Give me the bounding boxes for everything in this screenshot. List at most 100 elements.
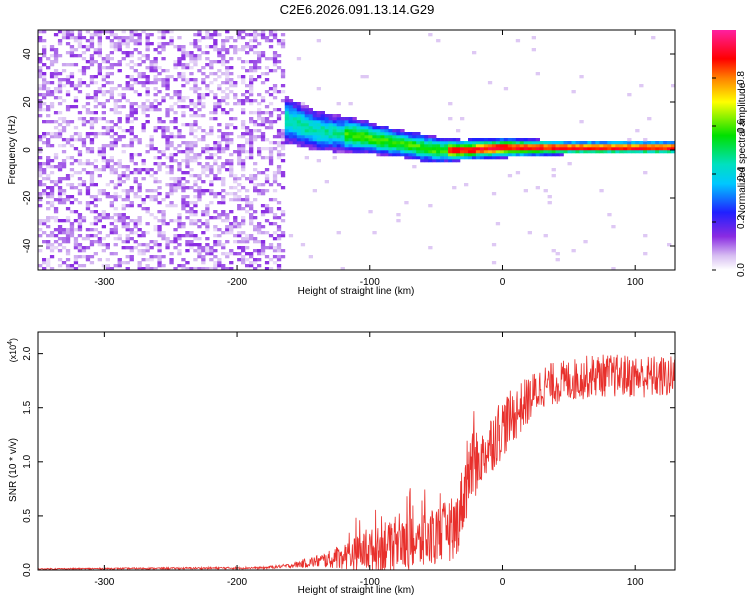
heatmap-cell — [42, 240, 47, 244]
heatmap-cell — [583, 150, 588, 154]
heatmap-cell — [276, 144, 282, 148]
heatmap-cell — [229, 162, 234, 166]
heatmap-cell — [189, 147, 194, 151]
heatmap-cell — [193, 135, 198, 139]
heatmap-cell — [69, 33, 75, 37]
heatmap-cell — [253, 60, 258, 64]
heatmap-cell — [129, 39, 134, 43]
heatmap-cell — [49, 171, 55, 175]
heatmap-cell — [89, 39, 95, 43]
heatmap-cell — [73, 96, 79, 100]
heatmap-cell — [221, 189, 226, 193]
heatmap-cell — [113, 207, 118, 211]
heatmap-cell — [93, 60, 98, 64]
heatmap-cell — [49, 132, 55, 136]
heatmap-cell — [217, 123, 222, 127]
heatmap-cell — [38, 180, 43, 184]
heatmap-cell — [145, 264, 150, 268]
heatmap-cell — [113, 198, 118, 202]
heatmap-cell — [400, 141, 405, 145]
heatmap-cell — [69, 144, 75, 148]
heatmap-cell — [89, 81, 95, 85]
heatmap-cell — [93, 222, 98, 226]
heatmap-cell — [46, 141, 51, 145]
heatmap-cell — [61, 33, 67, 37]
heatmap-cell — [428, 33, 433, 37]
heatmap-cell — [169, 258, 174, 262]
heatmap-cell — [57, 42, 63, 46]
heatmap-cell — [209, 45, 214, 49]
heatmap-cell — [173, 90, 178, 94]
heatmap-cell — [89, 234, 95, 238]
heatmap-cell — [217, 228, 222, 232]
heatmap-cell — [280, 99, 286, 103]
heatmap-cell — [264, 174, 270, 178]
heatmap-cell — [117, 117, 122, 121]
heatmap-cell — [145, 231, 150, 235]
heatmap-cell — [133, 168, 138, 172]
heatmap-cell — [272, 36, 278, 40]
heatmap-cell — [531, 144, 536, 148]
heatmap-cell — [42, 108, 47, 112]
heatmap-cell — [440, 156, 445, 160]
heatmap-cell — [249, 117, 254, 121]
heatmap-cell — [511, 144, 517, 148]
heatmap-cell — [368, 135, 373, 139]
heatmap-cell — [49, 72, 55, 76]
heatmap-cell — [157, 210, 162, 214]
heatmap-cell — [284, 117, 290, 121]
heatmap-cell — [109, 168, 114, 172]
heatmap-cell — [444, 147, 449, 151]
heatmap-cell — [73, 228, 79, 232]
heatmap-cell — [161, 84, 166, 88]
heatmap-cell — [85, 30, 91, 34]
heatmap-cell — [189, 126, 194, 130]
heatmap-cell — [336, 102, 341, 106]
heatmap-cell — [205, 249, 210, 253]
heatmap-cell — [57, 81, 63, 85]
heatmap-cell — [304, 144, 309, 148]
heatmap-cell — [205, 174, 210, 178]
heatmap-cell — [249, 39, 254, 43]
heatmap-cell — [181, 75, 186, 79]
heatmap-cell — [73, 159, 79, 163]
heatmap-cell — [57, 165, 63, 169]
heatmap-cell — [280, 135, 286, 139]
heatmap-cell — [157, 180, 162, 184]
heatmap-cell — [81, 123, 87, 127]
heatmap-cell — [193, 123, 198, 127]
x-tick-label: -100 — [360, 277, 380, 288]
heatmap-cell — [57, 30, 63, 34]
heatmap-cell — [659, 150, 664, 154]
heatmap-cell — [181, 222, 186, 226]
heatmap-cell — [101, 249, 106, 253]
heatmap-cell — [77, 84, 83, 88]
heatmap-cell — [197, 255, 202, 259]
heatmap-cell — [149, 138, 154, 142]
heatmap-cell — [69, 63, 75, 67]
heatmap-cell — [241, 165, 246, 169]
heatmap-cell — [97, 87, 102, 91]
heatmap-cell — [193, 258, 198, 262]
heatmap-cell — [177, 219, 182, 223]
heatmap-cell — [85, 93, 91, 97]
heatmap-cell — [177, 213, 182, 217]
heatmap-cell — [511, 138, 517, 142]
heatmap-cell — [169, 252, 174, 256]
heatmap-cell — [671, 150, 675, 154]
heatmap-cell — [73, 246, 79, 250]
heatmap-cell — [109, 45, 114, 49]
snr-scale-exp: 4 — [7, 341, 14, 345]
heatmap-cell — [141, 243, 146, 247]
heatmap-cell — [308, 126, 313, 130]
heatmap-cell — [408, 150, 413, 154]
heatmap-cell — [209, 252, 214, 256]
heatmap-cell — [61, 36, 67, 40]
heatmap-cell — [245, 189, 250, 193]
heatmap-cell — [109, 216, 114, 220]
heatmap-cell — [559, 150, 564, 154]
heatmap-cell — [101, 237, 106, 241]
heatmap-cell — [53, 180, 59, 184]
heatmap-cell — [161, 42, 166, 46]
heatmap-cell — [133, 102, 138, 106]
